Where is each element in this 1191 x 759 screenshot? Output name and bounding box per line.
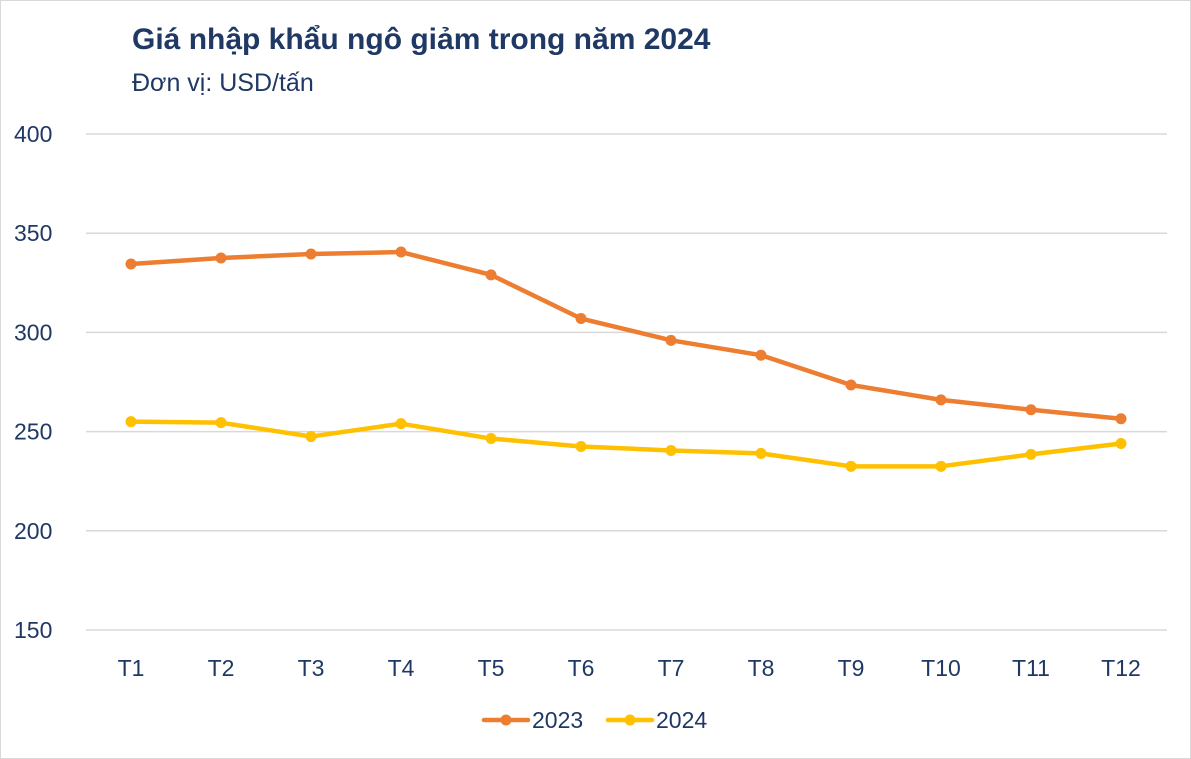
x-tick-label: T4 [388, 655, 415, 681]
legend-label: 2023 [532, 707, 583, 733]
data-point-2024-T6 [575, 440, 587, 452]
data-point-2024-T11 [1025, 448, 1037, 460]
series-line-2023 [128, 249, 1124, 421]
x-tick-label: T3 [298, 655, 325, 681]
x-tick-label: T10 [921, 655, 961, 681]
data-point-2023-T1 [125, 258, 137, 270]
legend: 2023 2024 [481, 707, 707, 733]
data-point-2023-T9 [845, 379, 857, 391]
legend-item-2023: 2023 [481, 707, 583, 733]
data-point-2024-T8 [755, 447, 767, 459]
data-point-2023-T3 [305, 248, 317, 260]
data-point-2023-T7 [665, 334, 677, 346]
y-tick-label: 350 [14, 220, 52, 246]
data-point-2023-T10 [935, 394, 947, 406]
x-tick-label: T12 [1101, 655, 1141, 681]
chart-title: Giá nhập khẩu ngô giảm trong năm 2024 [132, 23, 711, 56]
series-2023 [125, 246, 1127, 425]
data-point-2023-T2 [215, 252, 227, 264]
y-tick-label: 300 [14, 319, 52, 345]
data-point-2023-T12 [1115, 413, 1127, 425]
data-point-2023-T11 [1025, 404, 1037, 416]
data-point-2023-T6 [575, 313, 587, 325]
gridlines [86, 133, 1167, 631]
y-tick-label: 200 [14, 518, 52, 544]
x-tick-label: T11 [1012, 655, 1050, 681]
x-axis: T1 T2 T3 T4 T5 T6 T7 T8 T9 T10 T11 T12 [118, 655, 1141, 681]
data-point-2024-T12 [1115, 438, 1127, 450]
data-point-2024-T1 [125, 416, 137, 428]
legend-item-2024: 2024 [605, 707, 707, 733]
data-point-2023-T8 [755, 349, 767, 361]
legend-label: 2024 [656, 707, 707, 733]
series-group [125, 246, 1127, 472]
data-point-2024-T2 [215, 417, 227, 429]
x-tick-label: T9 [838, 655, 865, 681]
x-tick-label: T2 [208, 655, 235, 681]
y-tick-label: 150 [14, 617, 52, 643]
x-tick-label: T1 [118, 655, 145, 681]
data-point-2024-T9 [845, 460, 857, 472]
x-tick-label: T7 [658, 655, 685, 681]
x-tick-label: T8 [748, 655, 775, 681]
chart-subtitle: Đơn vị: USD/tấn [132, 69, 314, 97]
data-point-2023-T5 [485, 269, 497, 281]
series-2024 [125, 416, 1127, 472]
data-point-2024-T4 [395, 418, 407, 430]
series-line-2024 [128, 419, 1124, 469]
data-point-2024-T5 [485, 433, 497, 445]
data-point-2024-T10 [935, 460, 947, 472]
y-tick-label: 400 [14, 121, 52, 147]
legend-swatch-marker [500, 714, 512, 726]
data-point-2024-T7 [665, 444, 677, 456]
x-tick-label: T6 [568, 655, 595, 681]
y-tick-label: 250 [14, 419, 52, 445]
data-point-2024-T3 [305, 431, 317, 443]
x-tick-label: T5 [478, 655, 505, 681]
data-point-2023-T4 [395, 246, 407, 258]
y-axis: 150 200 250 300 350 400 [14, 121, 52, 643]
legend-swatch-marker [624, 714, 636, 726]
